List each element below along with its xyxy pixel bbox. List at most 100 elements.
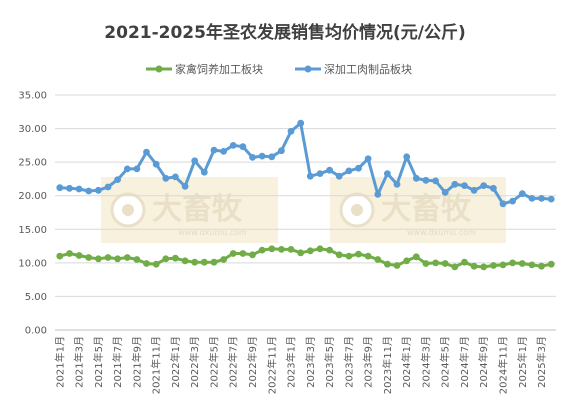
data-point	[547, 260, 555, 268]
watermark-url: www.dxumu.com	[178, 228, 247, 237]
data-point	[316, 170, 324, 178]
data-point	[297, 249, 305, 257]
data-point	[258, 152, 266, 160]
data-point	[114, 176, 121, 184]
data-point	[85, 187, 93, 195]
data-point	[538, 262, 545, 270]
data-point	[412, 253, 420, 261]
data-point	[162, 174, 170, 182]
data-point	[258, 246, 266, 254]
x-tick-label: 2021年3月	[73, 336, 86, 388]
series-line-1	[58, 247, 553, 269]
data-point	[133, 256, 141, 263]
y-tick-label: 0.00	[25, 326, 47, 337]
watermark-logo: 大畜牧 www.dxumu.com	[330, 177, 506, 243]
data-point	[518, 190, 526, 198]
data-point	[143, 260, 150, 267]
data-point	[480, 182, 488, 190]
data-point	[200, 168, 208, 176]
data-point	[268, 153, 276, 161]
data-point	[66, 250, 73, 257]
data-point	[461, 258, 468, 266]
data-point	[470, 262, 478, 270]
watermark-lens-icon	[351, 204, 363, 216]
data-point	[326, 166, 333, 174]
data-point	[123, 165, 131, 173]
legend-label-series-1: 家禽饲养加工板块	[175, 62, 263, 76]
data-point	[441, 189, 449, 196]
data-point	[470, 186, 478, 194]
data-point	[384, 170, 391, 178]
data-point	[490, 262, 497, 269]
data-point	[229, 142, 237, 149]
data-point	[403, 153, 411, 161]
data-point	[393, 180, 401, 188]
x-tick-label: 2025年3月	[535, 336, 548, 388]
x-tick-label: 2022年7月	[227, 336, 240, 388]
data-point	[104, 254, 112, 261]
data-point	[239, 250, 247, 257]
y-tick-label: 30.00	[18, 124, 47, 135]
x-tick-label: 2021年5月	[92, 336, 105, 388]
data-point	[162, 255, 170, 263]
data-point	[152, 260, 160, 268]
data-point	[210, 258, 218, 266]
x-tick-label: 2022年9月	[246, 336, 259, 388]
data-point	[538, 195, 545, 202]
y-tick-label: 15.00	[18, 225, 47, 236]
x-tick-label: 2023年9月	[362, 336, 375, 388]
data-point	[200, 258, 208, 266]
data-point	[432, 259, 439, 267]
data-point	[422, 176, 430, 184]
data-point	[355, 250, 362, 258]
x-tick-label: 2022年1月	[169, 336, 182, 388]
data-point	[249, 154, 256, 161]
x-tick-label: 2022年11月	[265, 336, 278, 394]
data-point	[403, 257, 411, 265]
data-point	[499, 200, 507, 208]
x-tick-label: 2021年11月	[150, 336, 163, 394]
data-point	[181, 257, 189, 265]
legend: 家禽饲养加工板块 深加工肉制品板块	[146, 62, 412, 76]
data-point	[239, 143, 247, 151]
data-point	[422, 260, 430, 267]
series-2	[56, 119, 555, 208]
y-tick-label: 25.00	[18, 158, 47, 169]
data-point	[441, 260, 449, 267]
x-tick-label: 2024年9月	[477, 336, 490, 388]
data-point	[518, 260, 526, 267]
series-line-2	[58, 121, 553, 206]
watermark-logo: 大畜牧 www.dxumu.com	[101, 177, 278, 243]
data-point	[364, 155, 372, 163]
y-tick-label: 20.00	[18, 191, 47, 202]
y-axis: 0.00 5.00 10.00 15.00 20.00 25.00 30.00 35.00	[18, 91, 47, 337]
x-tick-label: 2022年5月	[207, 336, 220, 388]
data-point	[335, 251, 343, 259]
data-point	[528, 195, 536, 202]
data-point	[220, 256, 228, 263]
data-point	[268, 245, 276, 253]
data-point	[85, 254, 93, 261]
data-point	[172, 254, 179, 262]
data-point	[287, 127, 295, 135]
data-point	[143, 148, 150, 156]
data-point	[374, 191, 382, 198]
legend-marker-series-2	[304, 65, 312, 73]
data-point	[229, 250, 237, 257]
data-point	[75, 252, 83, 259]
data-point	[374, 256, 382, 263]
data-point	[191, 258, 199, 266]
x-tick-label: 2023年3月	[304, 336, 317, 388]
data-point	[181, 182, 189, 190]
y-tick-label: 5.00	[25, 292, 47, 303]
data-point	[287, 246, 295, 253]
y-tick-label: 10.00	[18, 258, 47, 269]
data-point	[95, 186, 102, 194]
watermark-url: www.dxumu.com	[407, 228, 476, 237]
watermark-brand: 大畜牧	[381, 192, 472, 227]
data-point	[123, 254, 131, 261]
x-tick-label: 2025年1月	[516, 336, 529, 388]
data-point	[306, 247, 314, 255]
x-tick-label: 2024年1月	[400, 336, 413, 388]
x-tick-label: 2023年5月	[323, 336, 336, 388]
